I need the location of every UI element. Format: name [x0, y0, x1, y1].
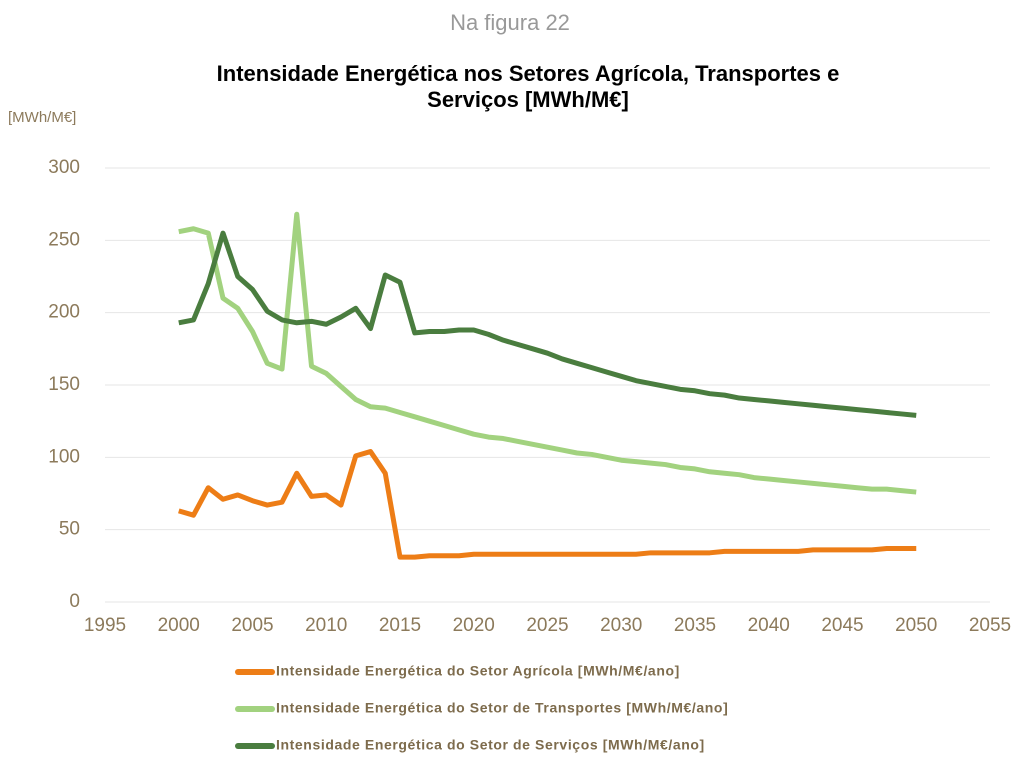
y-axis-label: [MWh/M€]	[8, 109, 76, 126]
legend-label: Intensidade Energética do Setor de Servi…	[276, 737, 705, 753]
series-line	[178, 211, 917, 495]
x-tick-label: 2025	[526, 615, 568, 636]
y-tick-label: 150	[48, 374, 80, 395]
series-line	[178, 449, 917, 560]
y-tick-label: 300	[48, 157, 80, 178]
x-tick-label: 2010	[305, 615, 347, 636]
x-tick-label: 2050	[895, 615, 937, 636]
legend-label: Intensidade Energética do Setor de Trans…	[276, 700, 728, 716]
x-tick-label: 1995	[84, 615, 126, 636]
x-tick-label: 2030	[600, 615, 642, 636]
x-tick-label: 2035	[674, 615, 716, 636]
x-tick-label: 2055	[969, 615, 1011, 636]
y-tick-label: 250	[48, 229, 80, 250]
header: Na figura 22	[450, 10, 570, 35]
y-tick-label: 200	[48, 302, 80, 323]
series-line	[178, 230, 917, 418]
x-tick-label: 2015	[379, 615, 421, 636]
y-tick-label: 50	[59, 519, 80, 540]
x-tick-label: 2020	[453, 615, 495, 636]
x-tick-label: 2040	[748, 615, 790, 636]
x-tick-label: 2005	[231, 615, 273, 636]
chart-title: Intensidade Energética nos Setores Agríc…	[217, 61, 840, 112]
y-tick-label: 0	[69, 591, 80, 612]
legend-label: Intensidade Energética do Setor Agrícola…	[276, 663, 680, 679]
y-tick-label: 100	[48, 446, 80, 467]
x-tick-label: 2045	[821, 615, 863, 636]
x-tick-label: 2000	[158, 615, 200, 636]
